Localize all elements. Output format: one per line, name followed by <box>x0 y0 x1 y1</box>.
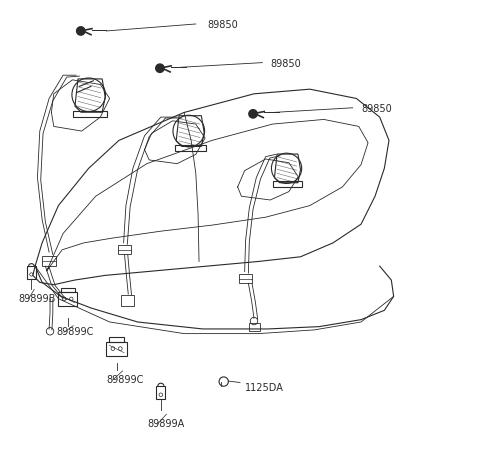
Circle shape <box>249 110 257 118</box>
Bar <box>109 338 124 341</box>
Text: 89850: 89850 <box>207 20 238 30</box>
Text: 89850: 89850 <box>361 104 392 114</box>
Bar <box>58 292 77 306</box>
Bar <box>156 386 165 399</box>
Text: 89899B: 89899B <box>19 294 56 304</box>
Text: 89899C: 89899C <box>106 375 143 385</box>
Bar <box>27 266 36 279</box>
Bar <box>60 288 75 292</box>
Bar <box>42 256 56 266</box>
Bar <box>73 111 107 117</box>
Bar <box>107 341 127 356</box>
Bar <box>239 274 252 283</box>
Text: 89899A: 89899A <box>147 419 184 429</box>
Bar <box>249 323 261 331</box>
Text: 89850: 89850 <box>270 58 301 69</box>
Circle shape <box>156 64 164 72</box>
Bar <box>121 296 134 306</box>
Bar <box>118 245 131 255</box>
Bar <box>175 145 205 151</box>
Text: 1125DA: 1125DA <box>245 383 284 393</box>
Text: 89899C: 89899C <box>56 327 94 337</box>
Bar <box>273 182 302 187</box>
Circle shape <box>77 27 85 35</box>
